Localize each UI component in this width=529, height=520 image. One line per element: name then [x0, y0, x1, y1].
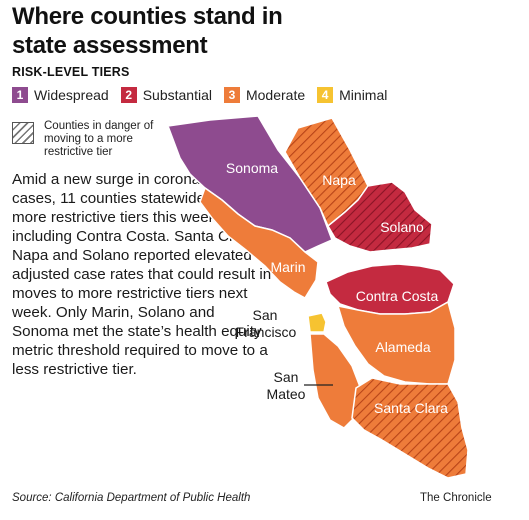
label-san-francisco: San Francisco: [236, 307, 297, 340]
label-san-mateo: San Mateo: [267, 369, 306, 402]
legend-item-moderate: 3 Moderate: [223, 87, 306, 103]
tier-2-swatch: 2: [120, 87, 137, 103]
county-santa-clara: [351, 377, 469, 479]
county-alameda: [336, 300, 456, 385]
legend-label: Substantial: [142, 87, 212, 103]
tier-1-swatch: 1: [12, 87, 28, 103]
tier-legend: 1 Widespread 2 Substantial 3 Moderate 4 …: [12, 87, 399, 103]
tier-3-swatch: 3: [223, 87, 240, 103]
hatch-legend: Counties in danger of moving to a more r…: [12, 120, 164, 159]
label-napa: Napa: [322, 172, 356, 188]
hatch-swatch: [12, 122, 34, 144]
legend-label: Moderate: [245, 87, 306, 103]
label-solano: Solano: [380, 219, 424, 235]
label-santa-clara: Santa Clara: [374, 400, 448, 416]
county-solano: [327, 181, 433, 253]
county-marin: [199, 186, 319, 300]
map-title: Where counties stand in state assessment: [12, 3, 283, 59]
label-contra-costa: Contra Costa: [356, 288, 439, 304]
legend-label: Widespread: [34, 87, 109, 103]
credit: The Chronicle: [420, 492, 492, 504]
source-note: Source: California Department of Public …: [12, 492, 251, 504]
label-sonoma: Sonoma: [226, 160, 278, 176]
hatch-legend-text: Counties in danger of moving to a more r…: [44, 120, 154, 158]
label-alameda: Alameda: [375, 339, 430, 355]
legend-item-minimal: 4 Minimal: [317, 87, 387, 103]
legend-label: Minimal: [339, 87, 388, 103]
tier-4-swatch: 4: [317, 87, 334, 103]
label-marin: Marin: [270, 259, 305, 275]
legend-item-widespread: 1 Widespread: [12, 87, 109, 103]
county-san-francisco: [307, 312, 327, 333]
legend-heading: RISK-LEVEL TIERS: [12, 65, 130, 79]
legend-item-substantial: 2 Substantial: [120, 87, 212, 103]
